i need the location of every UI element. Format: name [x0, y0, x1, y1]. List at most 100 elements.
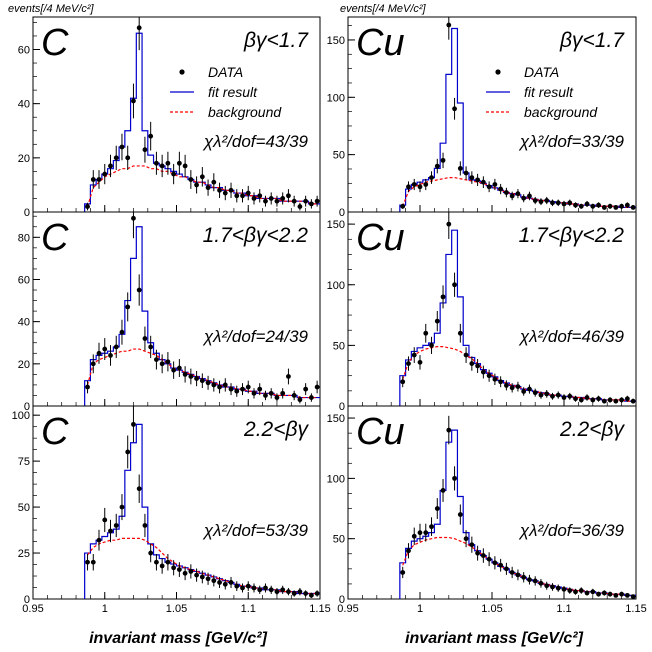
data-point [217, 384, 222, 390]
data-point [550, 393, 555, 399]
data-point [411, 533, 417, 539]
data-point [274, 395, 280, 400]
data-point [234, 583, 240, 589]
data-point [406, 361, 411, 366]
data-point [527, 386, 532, 392]
data-point [176, 160, 182, 166]
data-point [263, 585, 268, 591]
data-point [251, 196, 257, 201]
y-tick-label: 25 [18, 548, 30, 560]
data-point [613, 205, 619, 210]
data-point [217, 580, 222, 585]
data-point [286, 193, 291, 199]
data-point [228, 386, 234, 392]
data-point [154, 160, 159, 166]
data-point [119, 329, 125, 335]
target-label: C [41, 22, 69, 64]
data-point [504, 190, 509, 195]
data-point [550, 200, 555, 206]
data-point [509, 570, 515, 575]
data-point [257, 587, 263, 593]
y-tick-label: 0 [24, 207, 30, 219]
data-point [573, 396, 578, 402]
panel-c-2: 0 20 40 60 80 C 1.7<βγ<2.2 χλ²/dof=24/39 [18, 211, 321, 413]
data-point [521, 195, 527, 201]
data-point [463, 352, 469, 358]
data-point [596, 202, 601, 208]
data-point [578, 588, 584, 593]
background-curve [87, 537, 318, 595]
data-point [308, 201, 314, 207]
data-point [308, 395, 314, 400]
data-point [205, 576, 211, 582]
data-point [532, 578, 538, 584]
data-point [440, 488, 446, 493]
data-point [492, 182, 498, 187]
data-point [119, 504, 125, 510]
data-point [527, 577, 532, 583]
panel-cu-1: 0 50 100 150 Cu βγ<1.7 χλ²/dof=33/39 [327, 16, 637, 219]
data-point [532, 390, 538, 396]
y-tick-label: 150 [327, 219, 345, 231]
data-point [314, 198, 320, 204]
y-tick-label: 50 [333, 150, 345, 162]
data-point [159, 163, 165, 169]
data-point [125, 155, 131, 161]
data-point [188, 374, 194, 379]
data-point [286, 374, 291, 379]
data-point [194, 376, 199, 381]
data-point [573, 202, 578, 208]
data-point [596, 396, 601, 402]
data-point [567, 393, 573, 399]
data-point [182, 163, 188, 169]
data-point [446, 221, 452, 227]
data-point [601, 398, 607, 404]
legend-background-label: background [208, 104, 282, 120]
data-point [113, 344, 119, 350]
data-point [486, 373, 492, 379]
y-tick-label: 50 [333, 340, 345, 352]
data-point [199, 174, 205, 180]
data-point [440, 294, 446, 300]
data-point [452, 282, 457, 288]
data-point [584, 201, 590, 207]
x-tick-label: 1.1 [556, 603, 571, 615]
y-tick-label: 0 [339, 594, 345, 606]
data-point [457, 330, 463, 336]
data-point [136, 25, 142, 31]
data-point [245, 190, 251, 196]
data-point [486, 556, 492, 562]
y-tick-label: 50 [333, 534, 345, 546]
data-point [171, 565, 177, 571]
data-point [561, 586, 567, 592]
data-point [463, 536, 469, 542]
data-point [590, 203, 596, 209]
data-point [102, 517, 108, 523]
data-point [423, 530, 429, 536]
data-point [423, 330, 429, 336]
data-point [280, 587, 286, 593]
x-tick-label: 1.15 [309, 603, 330, 615]
y-tick-label: 20 [18, 153, 30, 165]
data-point [538, 199, 544, 205]
x-axis-title-left: invariant mass [GeV/c²] [89, 630, 268, 647]
data-point [148, 133, 154, 139]
legend-data-marker [179, 69, 185, 75]
data-point [108, 352, 113, 358]
data-point [108, 163, 113, 169]
data-point [601, 205, 607, 210]
data-point [550, 584, 555, 590]
data-point [297, 589, 303, 595]
data-point [90, 559, 96, 565]
data-point [406, 548, 411, 554]
target-label: Cu [356, 217, 405, 259]
data-point [113, 523, 119, 528]
y-tick-label: 80 [18, 232, 30, 244]
data-point [417, 359, 423, 365]
data-point [148, 550, 154, 556]
fit-histogram [399, 229, 636, 406]
data-point [504, 566, 509, 572]
data-point [314, 384, 320, 390]
range-label: 2.2<βγ [559, 418, 625, 441]
